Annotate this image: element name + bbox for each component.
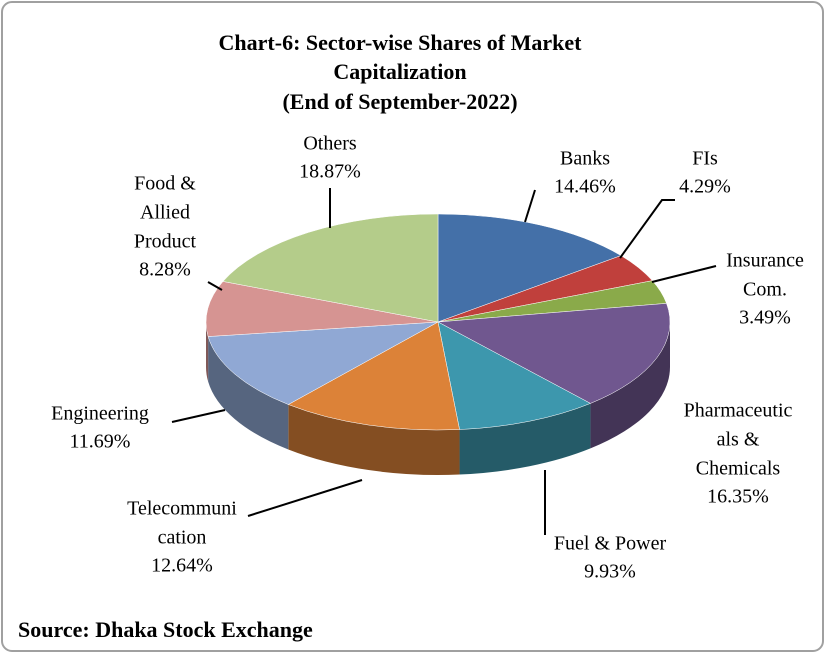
slice-label: Insurance <box>726 250 804 272</box>
slice <box>437 303 671 404</box>
slice-label: Chemicals <box>696 458 781 480</box>
slice <box>222 213 439 323</box>
value-label: 4.29% <box>679 176 731 198</box>
value-label: 14.46% <box>554 176 616 198</box>
leader-line <box>207 281 223 291</box>
slice-side <box>590 322 670 449</box>
slice <box>207 321 439 405</box>
value-label: 16.35% <box>707 486 769 508</box>
slice <box>287 321 460 431</box>
slice-label: Telecommuni <box>127 498 237 520</box>
slice <box>205 281 439 337</box>
slice-side <box>208 336 289 450</box>
slice-side <box>288 404 460 475</box>
value-label: 11.69% <box>70 431 131 453</box>
slice-label: Pharmaceutic <box>684 400 793 422</box>
leader-line <box>524 189 536 223</box>
slice-side <box>206 322 209 382</box>
slice-label: Product <box>134 231 197 253</box>
leader-line <box>171 409 226 423</box>
leader-line <box>651 265 717 283</box>
slice-label: Food & <box>134 173 196 195</box>
slice-label: Engineering <box>51 403 149 425</box>
slice <box>437 321 592 430</box>
source-note: Source: Dhaka Stock Exchange <box>18 617 313 642</box>
slice-label: Banks <box>560 148 610 170</box>
chart-title: (End of September-2022) <box>282 89 517 114</box>
value-label: 12.64% <box>151 555 213 577</box>
chart-title: Capitalization <box>333 59 466 84</box>
leader-line <box>247 479 363 517</box>
slice-label: Allied <box>140 202 190 224</box>
slice-side <box>459 403 591 475</box>
slice-label: Com. <box>743 279 787 301</box>
slice-label: als & <box>717 429 760 451</box>
leader-line <box>619 199 675 259</box>
slice-label: Fuel & Power <box>554 533 667 555</box>
slice-label: FIs <box>692 148 718 170</box>
value-label: 9.93% <box>584 561 636 583</box>
slice <box>437 213 622 323</box>
value-label: 8.28% <box>139 259 191 281</box>
slice-label: Others <box>303 133 357 155</box>
value-label: 18.87% <box>299 161 361 183</box>
slice-label: cation <box>158 527 207 549</box>
value-label: 3.49% <box>739 307 791 329</box>
chart-title: Chart-6: Sector-wise Shares of Market <box>219 30 583 55</box>
